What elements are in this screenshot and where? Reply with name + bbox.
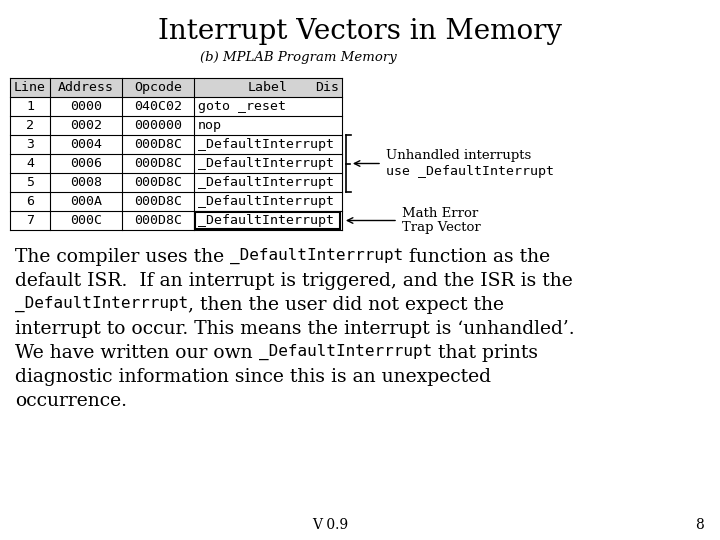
Text: function as the: function as the [403,248,551,266]
Text: 3: 3 [26,138,34,151]
Text: Dis: Dis [315,81,339,94]
Text: 000D8C: 000D8C [134,214,182,227]
Text: Math Error: Math Error [402,207,478,220]
Text: Line: Line [14,81,46,94]
Text: 4: 4 [26,157,34,170]
Text: _DefaultInterrupt: _DefaultInterrupt [198,195,334,208]
Text: 8: 8 [696,518,704,532]
Text: _DefaultInterrupt: _DefaultInterrupt [198,138,334,151]
Text: Interrupt Vectors in Memory: Interrupt Vectors in Memory [158,18,562,45]
Bar [10,78,342,97]
Text: 0002: 0002 [70,119,102,132]
Text: use _DefaultInterrupt: use _DefaultInterrupt [386,165,554,178]
Text: nop: nop [198,119,222,132]
Text: goto _reset: goto _reset [198,100,286,113]
Text: V 0.9: V 0.9 [312,518,348,532]
Text: 000C: 000C [70,214,102,227]
Text: (b) MPLAB Program Memory: (b) MPLAB Program Memory [199,51,397,64]
Text: 000D8C: 000D8C [134,157,182,170]
Text: default ISR.  If an interrupt is triggered, and the ISR is the: default ISR. If an interrupt is triggere… [15,272,572,290]
Text: 0004: 0004 [70,138,102,151]
Text: _DefaultInterrrupt: _DefaultInterrrupt [258,344,432,360]
Text: 000D8C: 000D8C [134,176,182,189]
Text: 1: 1 [26,100,34,113]
Text: occurrence.: occurrence. [15,392,127,410]
Text: 2: 2 [26,119,34,132]
Text: Unhandled interrupts: Unhandled interrupts [386,149,531,162]
Text: _DefaultInterrrupt: _DefaultInterrrupt [15,296,188,312]
Text: , then the user did not expect the: , then the user did not expect the [188,296,504,314]
Text: 040C02: 040C02 [134,100,182,113]
Text: _DefaultInterrupt: _DefaultInterrupt [198,157,334,170]
Text: _DefaultInterrrupt: _DefaultInterrrupt [230,248,403,264]
Text: 7: 7 [26,214,34,227]
Text: 000A: 000A [70,195,102,208]
Text: 5: 5 [26,176,34,189]
Text: _DefaultInterrupt: _DefaultInterrupt [198,214,334,227]
Text: that prints: that prints [432,344,538,362]
Text: Opcode: Opcode [134,81,182,94]
Text: 0006: 0006 [70,157,102,170]
Text: 6: 6 [26,195,34,208]
Text: interrupt to occur. This means the interrupt is ‘unhandled’.: interrupt to occur. This means the inter… [15,320,575,338]
Text: 0000: 0000 [70,100,102,113]
Text: 000D8C: 000D8C [134,138,182,151]
Text: 000000: 000000 [134,119,182,132]
Text: The compiler uses the: The compiler uses the [15,248,230,266]
Text: diagnostic information since this is an unexpected: diagnostic information since this is an … [15,368,491,386]
Text: 000D8C: 000D8C [134,195,182,208]
Text: We have written our own: We have written our own [15,344,258,362]
Text: Address: Address [58,81,114,94]
Text: Label: Label [248,81,288,94]
Text: Trap Vector: Trap Vector [402,221,481,234]
Text: _DefaultInterrupt: _DefaultInterrupt [198,176,334,189]
Text: 0008: 0008 [70,176,102,189]
Bar [195,212,340,229]
